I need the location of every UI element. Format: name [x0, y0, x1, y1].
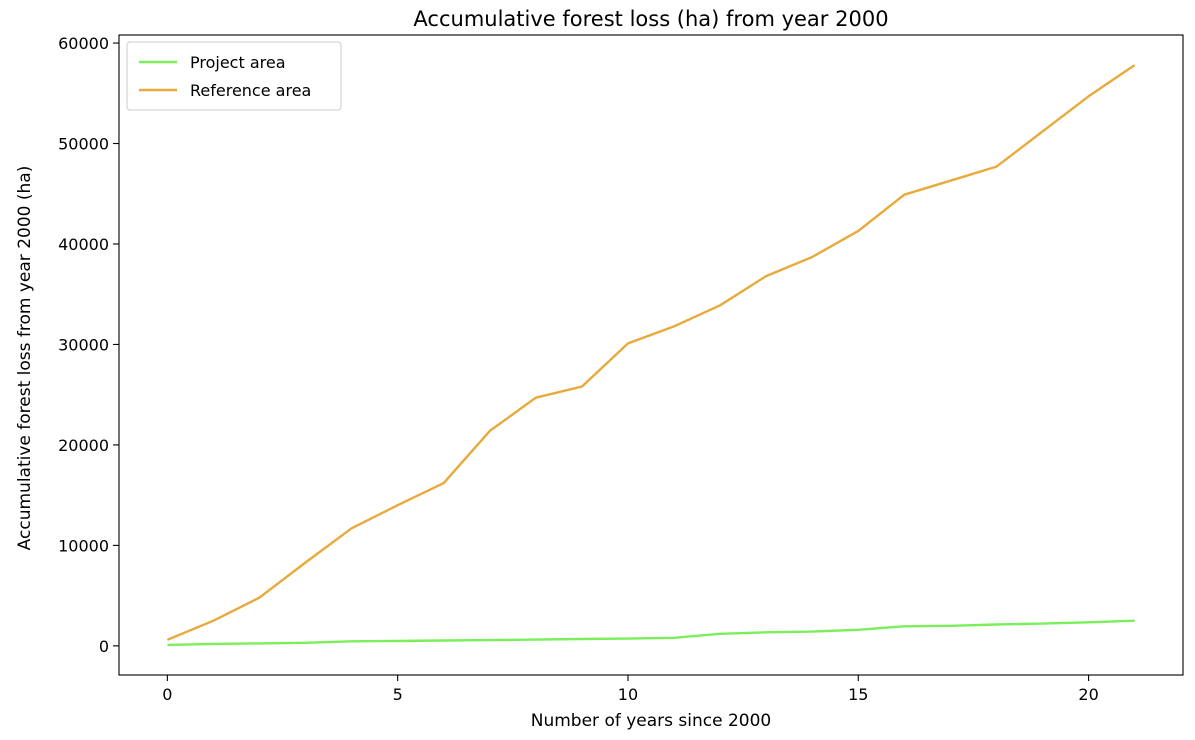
x-tick-label: 15	[848, 685, 868, 704]
legend-box	[126, 41, 342, 111]
y-tick-label: 40000	[58, 235, 109, 254]
x-axis-label: Number of years since 2000	[531, 711, 772, 731]
y-tick-label: 20000	[58, 436, 109, 455]
legend-label-1: Project area	[190, 53, 286, 72]
plot-area: 0 5 10 15 20 0 10000 20000 30000 40000 50000 60000	[58, 34, 1184, 704]
series-line-2	[166, 64, 1136, 641]
legend: Project area Reference area	[126, 41, 342, 111]
chart-title: Accumulative forest loss (ha) from year …	[413, 7, 888, 31]
x-tick-label: 5	[393, 685, 403, 704]
series-line-1	[167, 619, 1135, 647]
y-tick-label: 60000	[58, 34, 109, 53]
axes-frame	[118, 34, 1184, 676]
x-tick-label: 10	[618, 685, 638, 704]
x-tick-label: 0	[162, 685, 172, 704]
legend-label-2: Reference area	[190, 81, 311, 100]
y-tick-label: 50000	[58, 135, 109, 154]
x-tick-label: 20	[1078, 685, 1098, 704]
y-axis-label: Accumulative forest loss from year 2000 …	[15, 166, 35, 551]
y-tick-label: 10000	[58, 536, 109, 555]
y-tick-label: 0	[99, 637, 109, 656]
y-tick-label: 30000	[58, 335, 109, 354]
